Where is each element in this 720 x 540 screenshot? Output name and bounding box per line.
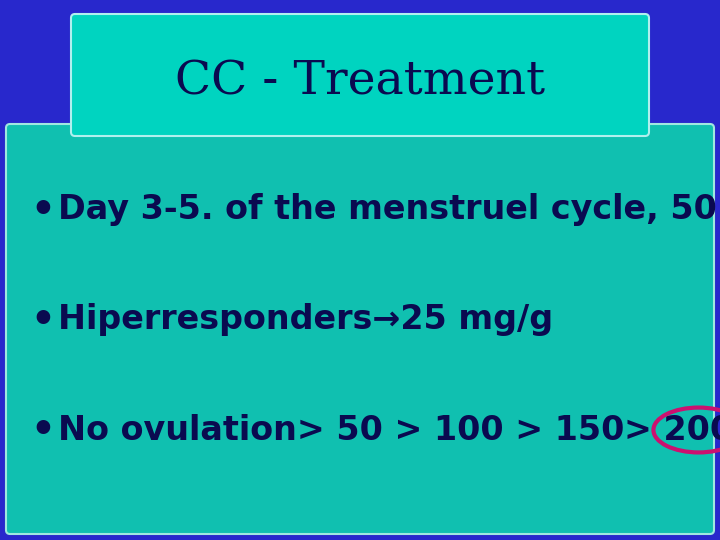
Text: Day 3-5. of the menstruel cycle, 50 mg/g; 5 days: Day 3-5. of the menstruel cycle, 50 mg/g…: [58, 193, 720, 226]
FancyBboxPatch shape: [71, 14, 649, 136]
Text: No ovulation> 50 > 100 > 150: No ovulation> 50 > 100 > 150: [58, 414, 624, 447]
FancyBboxPatch shape: [6, 124, 714, 534]
Text: •: •: [30, 411, 55, 449]
Text: > 200: > 200: [624, 414, 720, 447]
Text: CC - Treatment: CC - Treatment: [175, 59, 545, 105]
Text: •: •: [30, 301, 55, 339]
Text: Hiperresponders→25 mg/g: Hiperresponders→25 mg/g: [58, 303, 553, 336]
Text: •: •: [30, 191, 55, 229]
